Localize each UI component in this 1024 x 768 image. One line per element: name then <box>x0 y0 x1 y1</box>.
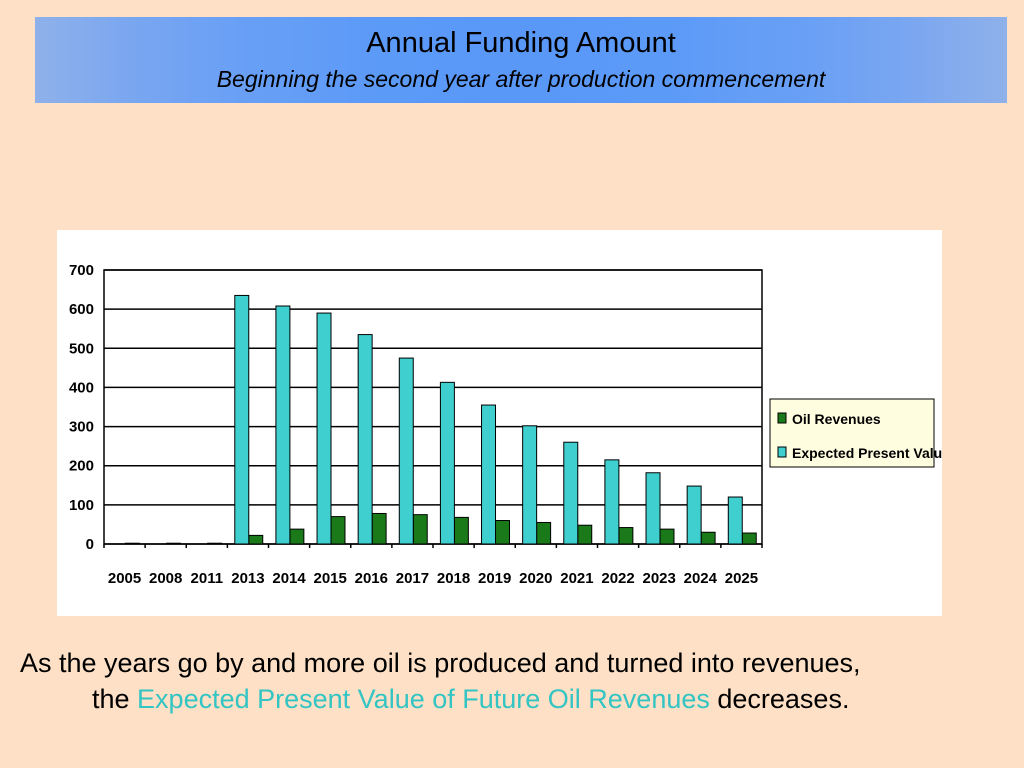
x-tick-label: 2011 <box>191 570 224 587</box>
y-tick-label: 500 <box>69 340 94 357</box>
x-tick-label: 2013 <box>231 570 264 587</box>
bar-expected-present-value <box>645 472 661 545</box>
y-tick-label: 0 <box>86 536 94 553</box>
caption-text-3: decreases. <box>709 684 850 714</box>
x-tick-label: 2021 <box>560 570 593 587</box>
bar-expected-present-value <box>481 404 497 545</box>
caption-text-1: As the years go by and more oil is produ… <box>20 648 861 678</box>
x-tick-label: 2020 <box>519 570 552 587</box>
y-tick-label: 200 <box>69 458 94 475</box>
x-tick-label: 2018 <box>437 570 470 587</box>
bar-expected-present-value <box>316 312 332 545</box>
y-tick-label: 100 <box>69 497 94 514</box>
bar-oil-revenues <box>248 534 264 545</box>
bar-oil-revenues <box>453 516 469 545</box>
chart-panel: 0 100 200 300 400 500 600 700 2005 2008 2011 2013 20… <box>57 230 942 616</box>
legend-swatch <box>777 446 787 458</box>
x-tick-label: 2017 <box>396 570 429 587</box>
bar-oil-revenues <box>412 514 428 545</box>
bar-expected-present-value <box>398 357 414 545</box>
y-tick-label: 300 <box>69 419 94 436</box>
bar-expected-present-value <box>727 496 743 545</box>
title-banner: Annual Funding Amount Beginning the seco… <box>35 17 1007 103</box>
x-tick-label: 2023 <box>643 570 676 587</box>
slide-title: Annual Funding Amount <box>366 27 676 59</box>
bar-expected-present-value <box>439 381 455 545</box>
bar-expected-present-value <box>275 305 291 545</box>
bar-expected-present-value <box>686 485 702 545</box>
x-tick-label: 2019 <box>478 570 511 587</box>
bar-expected-present-value <box>357 334 373 545</box>
bar-oil-revenues <box>330 516 346 545</box>
bar-chart: 0 100 200 300 400 500 600 700 2005 2008 2011 2013 20… <box>69 262 942 587</box>
x-tick-label: 2014 <box>272 570 306 587</box>
x-tick-label: 2016 <box>355 570 388 587</box>
caption-highlight: Expected Present Value of Future Oil Rev… <box>137 684 710 714</box>
bar-oil-revenues <box>741 532 757 545</box>
legend-swatch <box>777 412 787 424</box>
bar-oil-revenues <box>371 512 387 545</box>
x-tick-label: 2024 <box>684 570 718 587</box>
y-tick-label: 700 <box>69 262 94 279</box>
legend-label: Expected Present Value <box>792 445 942 461</box>
bar-oil-revenues <box>536 521 552 545</box>
y-tick-label: 400 <box>69 379 94 396</box>
bar-oil-revenues <box>124 542 140 545</box>
bar-oil-revenues <box>659 528 675 545</box>
caption-line-2: the Expected Present Value of Future Oil… <box>20 681 1010 717</box>
bar-expected-present-value <box>604 459 620 545</box>
bar-oil-revenues <box>207 542 223 545</box>
bar-expected-present-value <box>522 425 538 545</box>
bar-expected-present-value <box>563 441 579 545</box>
bar-oil-revenues <box>618 527 634 545</box>
bar-oil-revenues <box>577 524 593 545</box>
plot-border <box>103 269 763 545</box>
bar-oil-revenues <box>495 520 510 545</box>
x-tick-label: 2015 <box>314 570 347 587</box>
x-tick-label: 2025 <box>725 570 758 587</box>
x-tick-label: 2022 <box>601 570 634 587</box>
bar-expected-present-value <box>234 294 250 545</box>
bar-oil-revenues <box>289 528 305 545</box>
x-tick-label: 2008 <box>149 570 182 587</box>
legend-label: Oil Revenues <box>792 411 881 427</box>
y-tick-label: 600 <box>69 301 94 318</box>
slide-subtitle: Beginning the second year after producti… <box>216 66 826 92</box>
x-tick-label: 2005 <box>108 570 141 587</box>
caption-text-2: the <box>92 684 138 714</box>
bar-oil-revenues <box>700 531 716 545</box>
legend-box <box>769 398 935 468</box>
bar-oil-revenues <box>166 542 181 545</box>
caption: As the years go by and more oil is produ… <box>20 645 1010 717</box>
